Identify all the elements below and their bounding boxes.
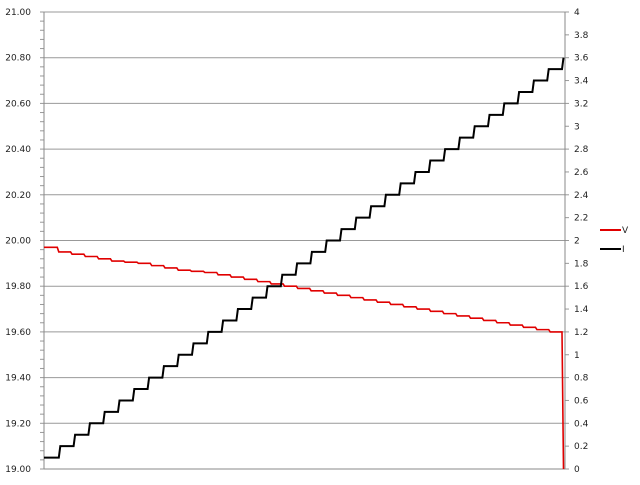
series-line-I — [44, 57, 565, 459]
left-tick-label: 19.00 — [5, 465, 31, 475]
right-tick-label: 3.2 — [574, 99, 588, 109]
right-tick-label: 1.8 — [574, 259, 589, 269]
right-tick-label: 0.4 — [574, 419, 589, 429]
gridlines — [44, 11, 565, 470]
left-tick-label: 20.40 — [5, 145, 31, 155]
left-tick-label: 20.00 — [5, 237, 31, 247]
right-tick-label: 0.8 — [574, 374, 589, 384]
right-tick-label: 3.6 — [574, 54, 589, 64]
left-tick-label: 19.60 — [5, 328, 31, 338]
legend-label-I: I — [622, 245, 625, 255]
right-tick-label: 2 — [574, 237, 580, 247]
right-tick-label: 2.2 — [574, 214, 588, 224]
right-tick-label: 1.4 — [574, 305, 589, 315]
legend-label-V: V — [622, 226, 629, 236]
right-tick-label: 2.8 — [574, 145, 589, 155]
right-tick-label: 0.6 — [574, 396, 589, 406]
right-tick-label: 0 — [574, 465, 580, 475]
series-line-V — [44, 246, 565, 470]
right-tick-label: 3.4 — [574, 77, 589, 87]
left-tick-label: 20.60 — [5, 99, 31, 109]
left-tick-label: 21.00 — [5, 8, 31, 18]
right-tick-label: 3 — [574, 122, 580, 132]
right-tick-label: 4 — [574, 8, 580, 18]
right-tick-label: 1 — [574, 351, 580, 361]
left-tick-label: 19.40 — [5, 374, 31, 384]
right-tick-label: 2.4 — [574, 191, 589, 201]
left-tick-label: 19.80 — [5, 282, 31, 292]
right-tick-label: 3.8 — [574, 31, 589, 41]
left-tick-label: 19.20 — [5, 419, 31, 429]
left-tick-label: 20.20 — [5, 191, 31, 201]
right-tick-label: 2.6 — [574, 168, 589, 178]
right-tick-label: 1.2 — [574, 328, 588, 338]
right-tick-label: 1.6 — [574, 282, 589, 292]
right-tick-label: 0.2 — [574, 442, 588, 452]
axes: 19.0019.2019.4019.6019.8020.0020.2020.40… — [5, 8, 588, 475]
legend: VI — [600, 226, 629, 255]
left-tick-label: 20.80 — [5, 54, 31, 64]
series-lines — [44, 57, 565, 470]
